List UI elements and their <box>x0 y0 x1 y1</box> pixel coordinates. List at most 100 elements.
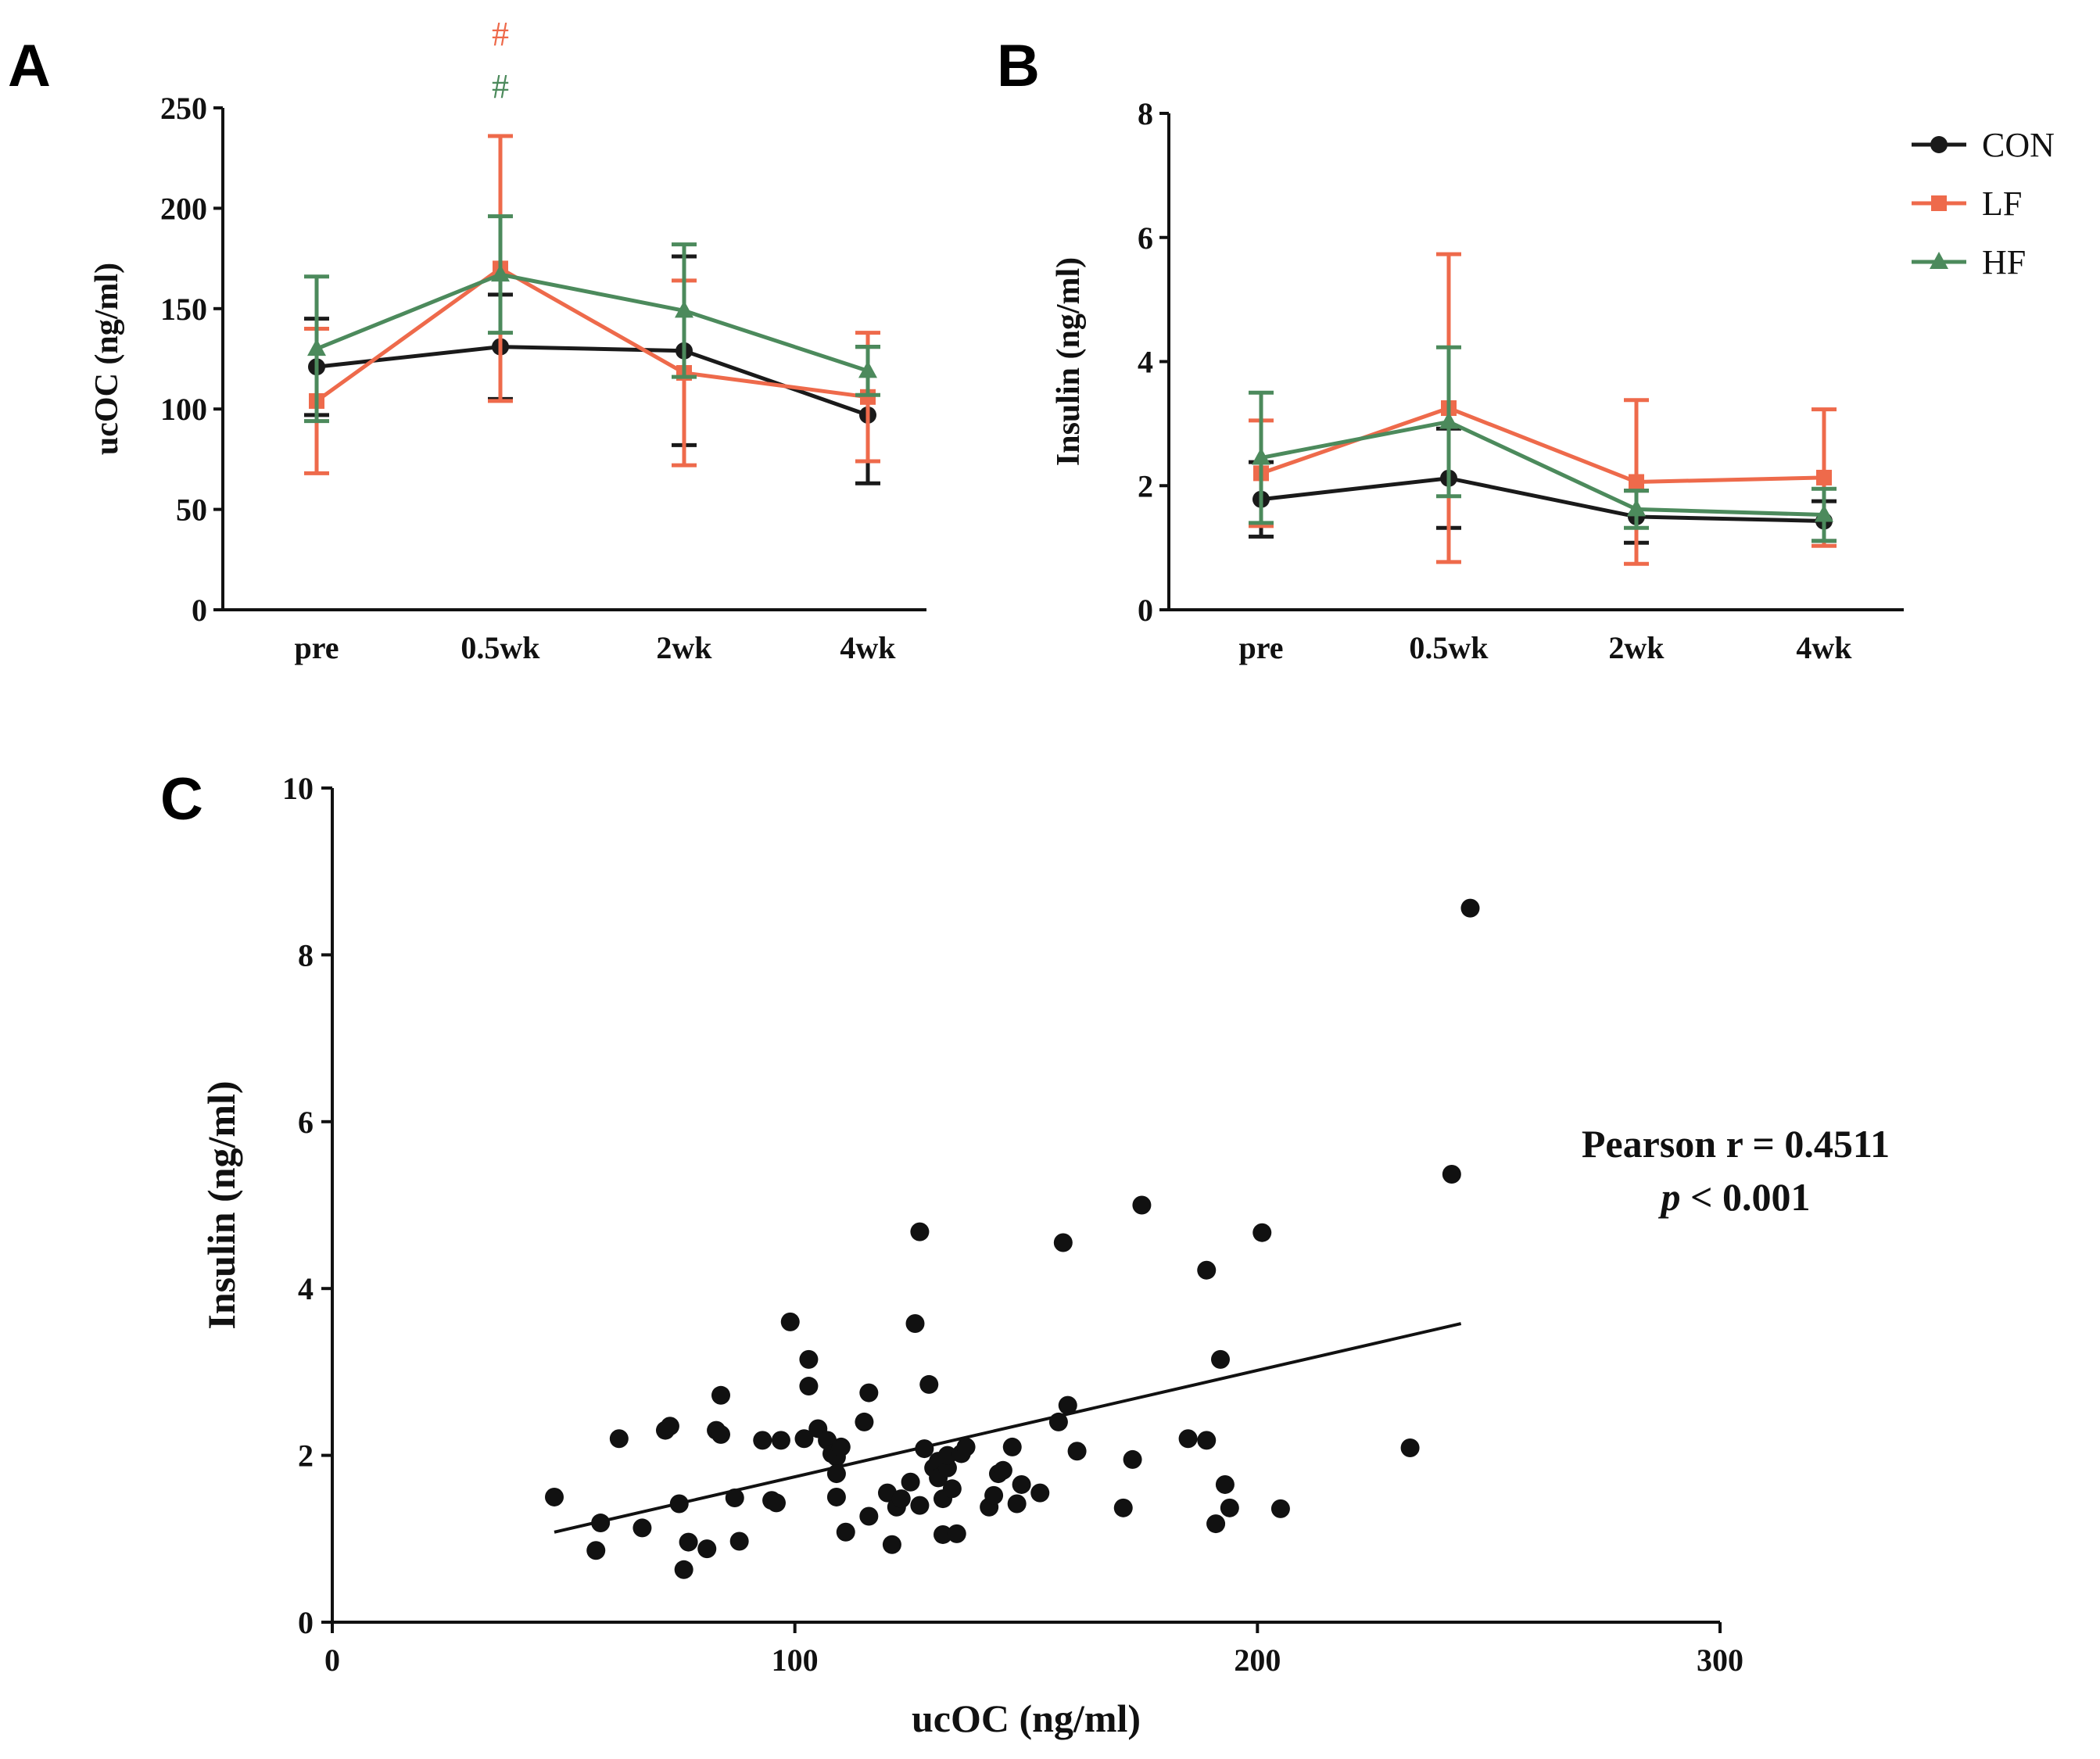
scatter-point <box>679 1532 698 1552</box>
scatter-point <box>729 1532 749 1551</box>
y-tick-label: 4 <box>298 1271 314 1306</box>
p-value-rest: < 0.001 <box>1681 1175 1811 1219</box>
x-tick-label: 100 <box>772 1643 819 1678</box>
scatter-point <box>1178 1429 1198 1449</box>
x-tick-label: 4wk <box>840 630 896 665</box>
scatter-point <box>947 1524 966 1543</box>
data-point <box>307 339 326 356</box>
scatter-points <box>545 898 1480 1579</box>
scatter-point <box>826 1487 846 1506</box>
scatter-point <box>1048 1412 1068 1431</box>
scatter-point <box>1012 1474 1031 1494</box>
legend-label: HF <box>1982 243 2026 281</box>
scatter-point <box>1270 1499 1290 1518</box>
y-tick-label: 250 <box>160 91 207 126</box>
scatter-point <box>993 1460 1012 1480</box>
y-tick-label: 100 <box>160 392 207 427</box>
scatter-point <box>711 1385 730 1405</box>
scatter-point <box>859 1383 879 1403</box>
series-hf <box>1249 345 1837 543</box>
data-point <box>858 360 877 378</box>
series-line <box>315 266 869 403</box>
series-line <box>316 345 869 417</box>
y-tick-label: 6 <box>298 1105 314 1140</box>
scatter-point <box>1206 1514 1226 1534</box>
y-axis-title: ucOC (ng/ml) <box>89 263 125 455</box>
scatter-point <box>1067 1442 1087 1461</box>
scatter-point <box>937 1446 957 1465</box>
panel-a-plot: 0 50 100 150 200 250 pre 0.5wk 2wk 4wk ucOC (ng/ml… <box>89 15 926 665</box>
significance-marker: # <box>492 67 509 106</box>
scatter-point <box>910 1222 930 1241</box>
y-tick-label: 50 <box>176 493 207 528</box>
scatter-point <box>831 1437 851 1456</box>
legend-entry-hf: HF <box>1912 243 2026 281</box>
scatter-point <box>674 1560 693 1579</box>
x-tick-label: pre <box>1238 630 1283 665</box>
data-point <box>1252 447 1270 465</box>
y-tick-label: 2 <box>1138 468 1153 503</box>
scatter-point <box>1442 1165 1461 1184</box>
y-tick-label: 6 <box>1138 220 1153 256</box>
y-tick-label: 0 <box>192 593 207 628</box>
scatter-point <box>1007 1494 1027 1514</box>
p-value-italic: p <box>1658 1175 1681 1219</box>
scatter-point <box>771 1431 790 1450</box>
x-tick-label: 300 <box>1697 1643 1743 1678</box>
scatter-point <box>669 1494 689 1514</box>
panel-label-b: B <box>997 33 1040 99</box>
data-point <box>1629 474 1644 490</box>
scatter-point <box>1197 1260 1217 1280</box>
y-tick-label: 8 <box>298 937 314 973</box>
scatter-point <box>767 1493 786 1513</box>
x-tick-label: 4wk <box>1796 630 1852 665</box>
y-tick-label: 0 <box>1138 593 1153 628</box>
scatter-point <box>1197 1431 1217 1450</box>
scatter-point <box>1132 1195 1152 1215</box>
scatter-point <box>984 1485 1004 1505</box>
panel-a: A 0 50 100 150 200 250 pre 0.5wk 2wk 4wk ucOC (ng/… <box>8 15 926 665</box>
scatter-point <box>934 1524 952 1544</box>
scatter-point <box>826 1464 846 1484</box>
scatter-point <box>1220 1498 1239 1517</box>
legend-marker <box>1930 136 1948 153</box>
panel-b: B 0 2 4 6 8 pre 0.5wk 2wk 4wk Insulin (ng/ml) CON… <box>997 33 2055 665</box>
scatter-point <box>1113 1498 1133 1517</box>
series-line <box>1260 419 1825 518</box>
scatter-point <box>836 1522 855 1542</box>
scatter-point <box>1252 1223 1272 1242</box>
x-tick-label: 2wk <box>656 630 712 665</box>
y-tick-label: 200 <box>160 191 207 226</box>
y-axis-title: Insulin (ng/ml) <box>199 1080 243 1329</box>
y-tick-label: 2 <box>298 1438 314 1474</box>
x-tick-label: 0.5wk <box>460 630 540 665</box>
scatter-point <box>859 1506 879 1526</box>
scatter-point <box>1002 1437 1022 1456</box>
scatter-point <box>725 1489 744 1508</box>
legend-marker <box>1931 195 1947 211</box>
scatter-point <box>1123 1449 1142 1469</box>
y-tick-label: 0 <box>298 1605 314 1640</box>
scatter-point <box>586 1541 606 1560</box>
y-tick-label: 8 <box>1138 96 1153 131</box>
data-point <box>1439 411 1458 429</box>
scatter-point <box>956 1437 976 1456</box>
y-tick-label: 4 <box>1138 345 1153 380</box>
x-tick-label: pre <box>294 630 339 665</box>
y-tick-label: 150 <box>160 292 207 327</box>
x-axis-title: ucOC (ng/ml) <box>912 1696 1141 1740</box>
scatter-point <box>910 1496 930 1515</box>
data-point <box>1816 469 1832 485</box>
scatter-point <box>609 1429 629 1449</box>
scatter-point <box>1030 1483 1050 1503</box>
scatter-point <box>1211 1349 1230 1369</box>
scatter-point <box>1400 1438 1420 1457</box>
scatter-point <box>794 1429 814 1449</box>
x-tick-label: 0 <box>324 1643 340 1678</box>
x-tick-label: 200 <box>1234 1643 1281 1678</box>
scatter-point <box>799 1377 819 1396</box>
series-con <box>304 254 880 485</box>
panel-b-plot: 0 2 4 6 8 pre 0.5wk 2wk 4wk Insulin (ng/ml) <box>1051 96 1904 665</box>
